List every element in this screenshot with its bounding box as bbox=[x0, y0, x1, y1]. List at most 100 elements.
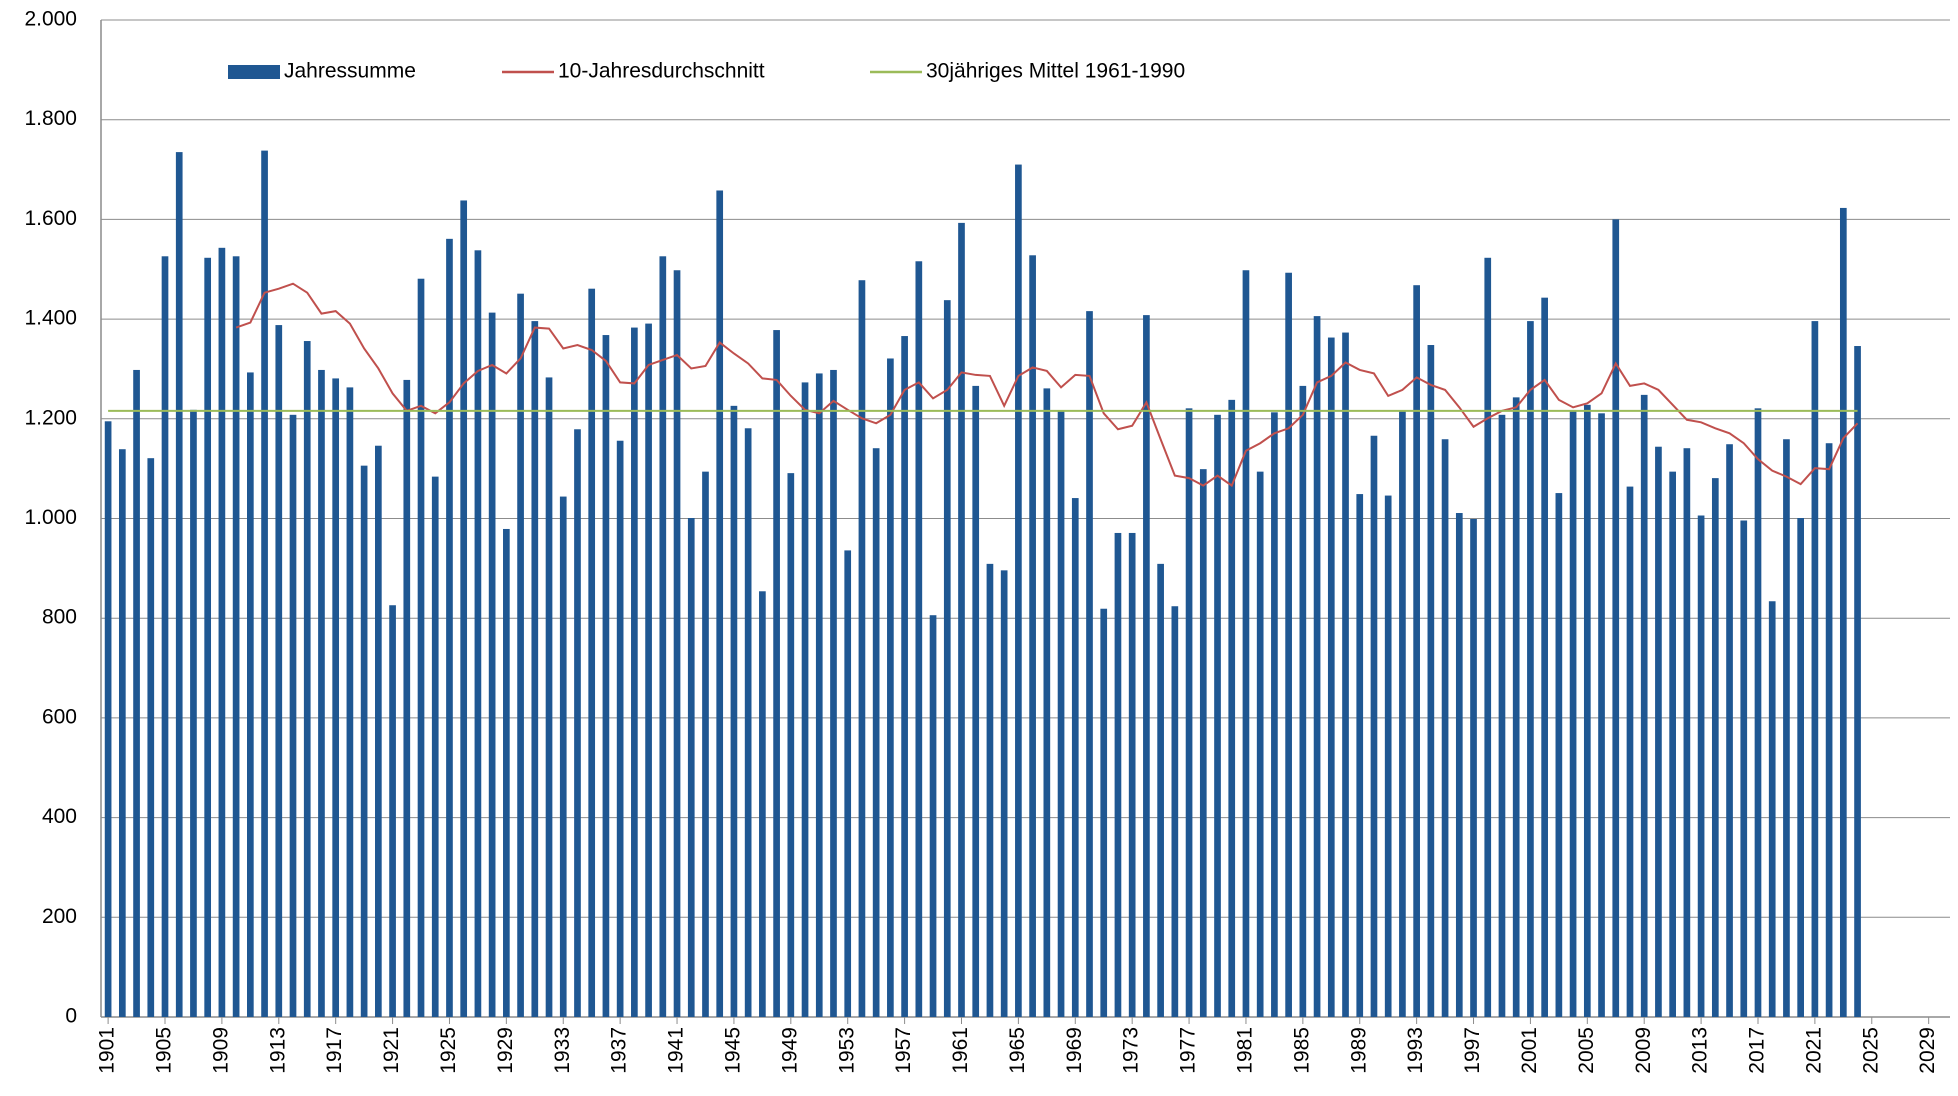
bar bbox=[1384, 495, 1392, 1018]
bar bbox=[318, 369, 325, 1017]
bar bbox=[915, 261, 923, 1017]
bar bbox=[517, 293, 524, 1017]
legend-swatch bbox=[228, 65, 280, 79]
bar bbox=[460, 200, 468, 1017]
y-tick-label: 200 bbox=[42, 905, 77, 928]
x-tick-label: 1949 bbox=[778, 1027, 801, 1074]
bar bbox=[1655, 446, 1662, 1017]
bar bbox=[844, 550, 852, 1017]
bar bbox=[673, 270, 681, 1017]
x-tick-label: 1905 bbox=[153, 1027, 176, 1074]
bar bbox=[118, 449, 126, 1017]
bar bbox=[574, 429, 581, 1017]
bar bbox=[1811, 321, 1819, 1017]
bar bbox=[943, 300, 951, 1018]
bar bbox=[1143, 315, 1150, 1017]
bar bbox=[531, 321, 539, 1017]
bar bbox=[1470, 518, 1477, 1017]
bar bbox=[759, 591, 766, 1017]
bar bbox=[1413, 285, 1420, 1017]
bar bbox=[1086, 311, 1093, 1017]
bar bbox=[1342, 332, 1349, 1017]
bar bbox=[488, 312, 496, 1017]
bar bbox=[147, 458, 155, 1017]
bar bbox=[1071, 498, 1079, 1017]
bar bbox=[261, 150, 268, 1017]
y-tick-label: 1.600 bbox=[24, 207, 77, 230]
x-tick-label: 2025 bbox=[1859, 1027, 1882, 1074]
bar bbox=[175, 152, 183, 1018]
bar bbox=[1669, 471, 1676, 1017]
bar bbox=[716, 190, 724, 1017]
bar bbox=[958, 222, 965, 1017]
bar bbox=[1797, 518, 1805, 1017]
bar bbox=[1015, 164, 1022, 1017]
bar bbox=[346, 387, 354, 1017]
bar bbox=[1612, 219, 1620, 1017]
bar bbox=[1114, 532, 1122, 1017]
x-tick-label: 2017 bbox=[1746, 1027, 1769, 1074]
x-tick-label: 1901 bbox=[96, 1027, 119, 1074]
bar bbox=[133, 369, 140, 1017]
bar bbox=[901, 336, 908, 1017]
bar bbox=[1256, 471, 1264, 1017]
x-tick-label: 1985 bbox=[1290, 1027, 1313, 1074]
bar bbox=[559, 496, 567, 1017]
y-tick-label: 600 bbox=[42, 705, 77, 728]
bar bbox=[787, 473, 795, 1018]
bar bbox=[1783, 439, 1790, 1017]
bar bbox=[1370, 435, 1378, 1017]
bar bbox=[1327, 337, 1335, 1017]
y-tick-label: 1.800 bbox=[24, 107, 77, 130]
x-tick-label: 2005 bbox=[1575, 1027, 1598, 1074]
y-tick-label: 400 bbox=[42, 805, 77, 828]
bar bbox=[1683, 448, 1691, 1017]
bar bbox=[1185, 408, 1193, 1017]
bar bbox=[887, 358, 894, 1017]
bar bbox=[1242, 270, 1250, 1017]
y-tick-label: 2.000 bbox=[24, 8, 77, 31]
bar bbox=[1754, 408, 1762, 1017]
bar bbox=[190, 409, 197, 1017]
bar bbox=[986, 563, 994, 1017]
x-tick-label: 1997 bbox=[1461, 1027, 1484, 1074]
x-tick-label: 1957 bbox=[892, 1027, 915, 1074]
bar bbox=[602, 335, 610, 1017]
x-tick-label: 1953 bbox=[835, 1027, 858, 1074]
bar bbox=[431, 476, 439, 1018]
x-tick-label: 2021 bbox=[1802, 1027, 1825, 1074]
bar bbox=[1541, 297, 1548, 1017]
bar bbox=[1711, 478, 1719, 1018]
legend-label: 10-Jahresdurchschnitt bbox=[558, 60, 765, 83]
bar bbox=[872, 448, 880, 1017]
bar bbox=[1726, 444, 1733, 1017]
bar bbox=[1128, 532, 1136, 1017]
bar bbox=[1043, 388, 1051, 1018]
bar bbox=[858, 280, 866, 1017]
bar bbox=[375, 445, 382, 1017]
bar bbox=[161, 256, 169, 1017]
bar bbox=[545, 377, 553, 1017]
x-tick-label: 1969 bbox=[1063, 1027, 1086, 1074]
x-tick-label: 1977 bbox=[1177, 1027, 1200, 1074]
bar bbox=[1640, 394, 1648, 1017]
bar bbox=[303, 341, 311, 1017]
x-tick-label: 2001 bbox=[1518, 1027, 1541, 1074]
x-tick-label: 2009 bbox=[1632, 1027, 1655, 1074]
bar bbox=[1285, 272, 1292, 1017]
bar bbox=[275, 325, 283, 1017]
bar bbox=[1697, 515, 1705, 1017]
bar bbox=[1825, 443, 1833, 1017]
bar bbox=[1214, 414, 1221, 1017]
bar bbox=[687, 518, 695, 1017]
bar bbox=[1598, 413, 1605, 1017]
bar bbox=[815, 373, 823, 1017]
bar bbox=[417, 278, 425, 1017]
bar bbox=[1626, 486, 1634, 1017]
x-tick-label: 1941 bbox=[665, 1027, 688, 1074]
bar bbox=[389, 605, 396, 1017]
bar bbox=[1271, 412, 1278, 1018]
x-tick-label: 2013 bbox=[1689, 1027, 1712, 1074]
bar bbox=[631, 327, 638, 1018]
bar bbox=[289, 414, 297, 1017]
